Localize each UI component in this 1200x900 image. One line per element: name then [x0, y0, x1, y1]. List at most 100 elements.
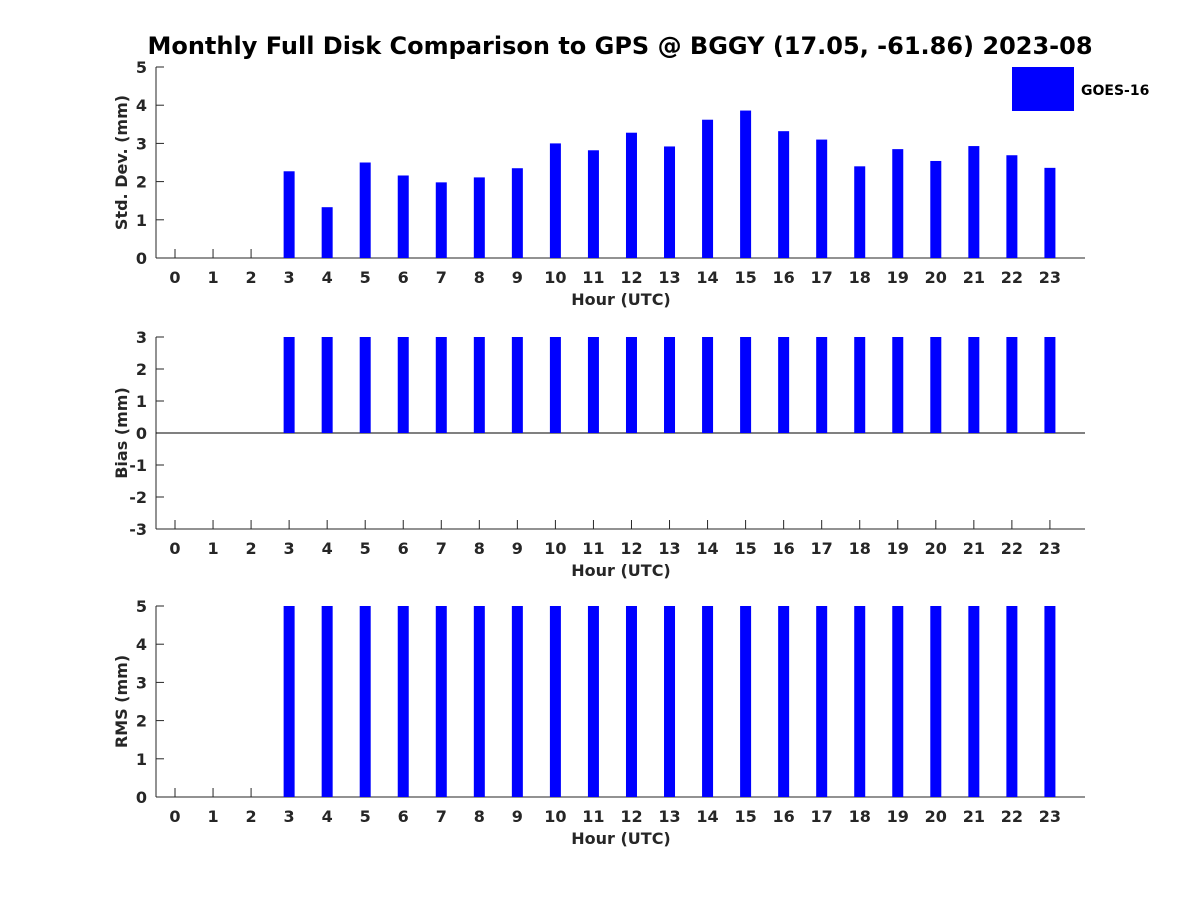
bias-bar	[359, 337, 371, 433]
bias-ytick-label: 0	[136, 424, 147, 443]
bias-y-label: Bias (mm)	[112, 387, 131, 479]
bias-xtick-label: 21	[963, 539, 985, 558]
rms-bar	[625, 606, 637, 797]
rms-xtick-label: 15	[734, 807, 756, 826]
std-dev-bar	[1044, 167, 1056, 258]
bias-bar	[549, 337, 561, 433]
bias-xtick-label: 15	[734, 539, 756, 558]
bias-xtick-label: 14	[696, 539, 718, 558]
rms-ytick-label: 5	[136, 597, 147, 616]
rms-bar	[549, 606, 561, 797]
std-dev-xtick-label: 1	[207, 268, 218, 287]
rms-xtick-label: 20	[925, 807, 947, 826]
std-dev-ytick-label: 5	[136, 58, 147, 77]
bias-xtick-label: 18	[849, 539, 871, 558]
bias-bar	[664, 337, 676, 433]
rms-ytick-label: 1	[136, 750, 147, 769]
std-dev-ytick-label: 1	[136, 211, 147, 230]
rms-bar	[778, 606, 790, 797]
bias-bar	[740, 337, 752, 433]
std-dev-bar	[930, 160, 942, 258]
std-dev-bar	[854, 166, 866, 258]
rms-bar	[854, 606, 866, 797]
std-dev-bar	[968, 146, 980, 258]
std-dev-ytick-label: 0	[136, 249, 147, 268]
bias-ytick-label: 3	[136, 328, 147, 347]
rms-bar	[587, 606, 599, 797]
bias-bar	[702, 337, 714, 433]
rms-xtick-label: 10	[544, 807, 566, 826]
rms-y-label: RMS (mm)	[112, 655, 131, 748]
bias-xtick-label: 16	[773, 539, 795, 558]
std-dev-xtick-label: 23	[1039, 268, 1061, 287]
std-dev-bar	[625, 132, 637, 258]
bias-ytick-label: -1	[129, 456, 147, 475]
bias-x-label: Hour (UTC)	[571, 561, 671, 580]
legend: GOES-16	[1012, 67, 1149, 111]
bias-bar	[968, 337, 980, 433]
rms-bar	[473, 606, 485, 797]
rms-xtick-label: 11	[582, 807, 604, 826]
rms-xtick-label: 3	[284, 807, 295, 826]
bias-bar	[1044, 337, 1056, 433]
bias-xtick-label: 7	[436, 539, 447, 558]
rms-xtick-label: 12	[620, 807, 642, 826]
rms-xtick-label: 6	[398, 807, 409, 826]
bias-bar	[892, 337, 904, 433]
rms-xtick-label: 13	[658, 807, 680, 826]
std-dev-xtick-label: 2	[246, 268, 257, 287]
rms-bar	[930, 606, 942, 797]
bias-xtick-label: 0	[169, 539, 180, 558]
rms-xtick-label: 0	[169, 807, 180, 826]
std-dev-bar	[283, 171, 295, 258]
rms-bar	[892, 606, 904, 797]
std-dev-xtick-label: 18	[849, 268, 871, 287]
bias-bar	[473, 337, 485, 433]
rms-bar	[397, 606, 409, 797]
std-dev-bar	[549, 143, 561, 258]
bias-bar	[321, 337, 333, 433]
rms-bar	[702, 606, 714, 797]
bias-ytick-label: 1	[136, 392, 147, 411]
std-dev-bar	[321, 207, 333, 258]
std-dev-x-label: Hour (UTC)	[571, 290, 671, 309]
rms-bar	[664, 606, 676, 797]
rms-xtick-label: 19	[887, 807, 909, 826]
std-dev-bar	[778, 131, 790, 258]
rms-xtick-label: 21	[963, 807, 985, 826]
rms-bar	[740, 606, 752, 797]
std-dev-xtick-label: 11	[582, 268, 604, 287]
std-dev-bar	[473, 177, 485, 258]
rms-ytick-label: 3	[136, 673, 147, 692]
std-dev-xtick-label: 12	[620, 268, 642, 287]
std-dev-ytick-label: 3	[136, 134, 147, 153]
rms-ytick-label: 2	[136, 712, 147, 731]
bias-xtick-label: 5	[360, 539, 371, 558]
rms-xtick-label: 16	[773, 807, 795, 826]
std-dev-xtick-label: 0	[169, 268, 180, 287]
rms-bar	[435, 606, 447, 797]
bias-xtick-label: 11	[582, 539, 604, 558]
std-dev-xtick-label: 3	[284, 268, 295, 287]
std-dev-xtick-label: 13	[658, 268, 680, 287]
bias-bar	[930, 337, 942, 433]
rms-bar	[1044, 606, 1056, 797]
bias-xtick-label: 10	[544, 539, 566, 558]
rms-xtick-label: 4	[322, 807, 333, 826]
bias-bar	[778, 337, 790, 433]
bias-xtick-label: 1	[207, 539, 218, 558]
bias-xtick-label: 9	[512, 539, 523, 558]
std-dev-bar	[892, 149, 904, 258]
bias-bar	[397, 337, 409, 433]
std-dev-bar	[511, 168, 523, 258]
bias-xtick-label: 8	[474, 539, 485, 558]
bias-xtick-label: 3	[284, 539, 295, 558]
rms-xtick-label: 22	[1001, 807, 1023, 826]
rms-xtick-label: 17	[811, 807, 833, 826]
std-dev-xtick-label: 15	[734, 268, 756, 287]
std-dev-xtick-label: 17	[811, 268, 833, 287]
std-dev-xtick-label: 7	[436, 268, 447, 287]
bias-xtick-label: 20	[925, 539, 947, 558]
std-dev-ytick-label: 2	[136, 173, 147, 192]
